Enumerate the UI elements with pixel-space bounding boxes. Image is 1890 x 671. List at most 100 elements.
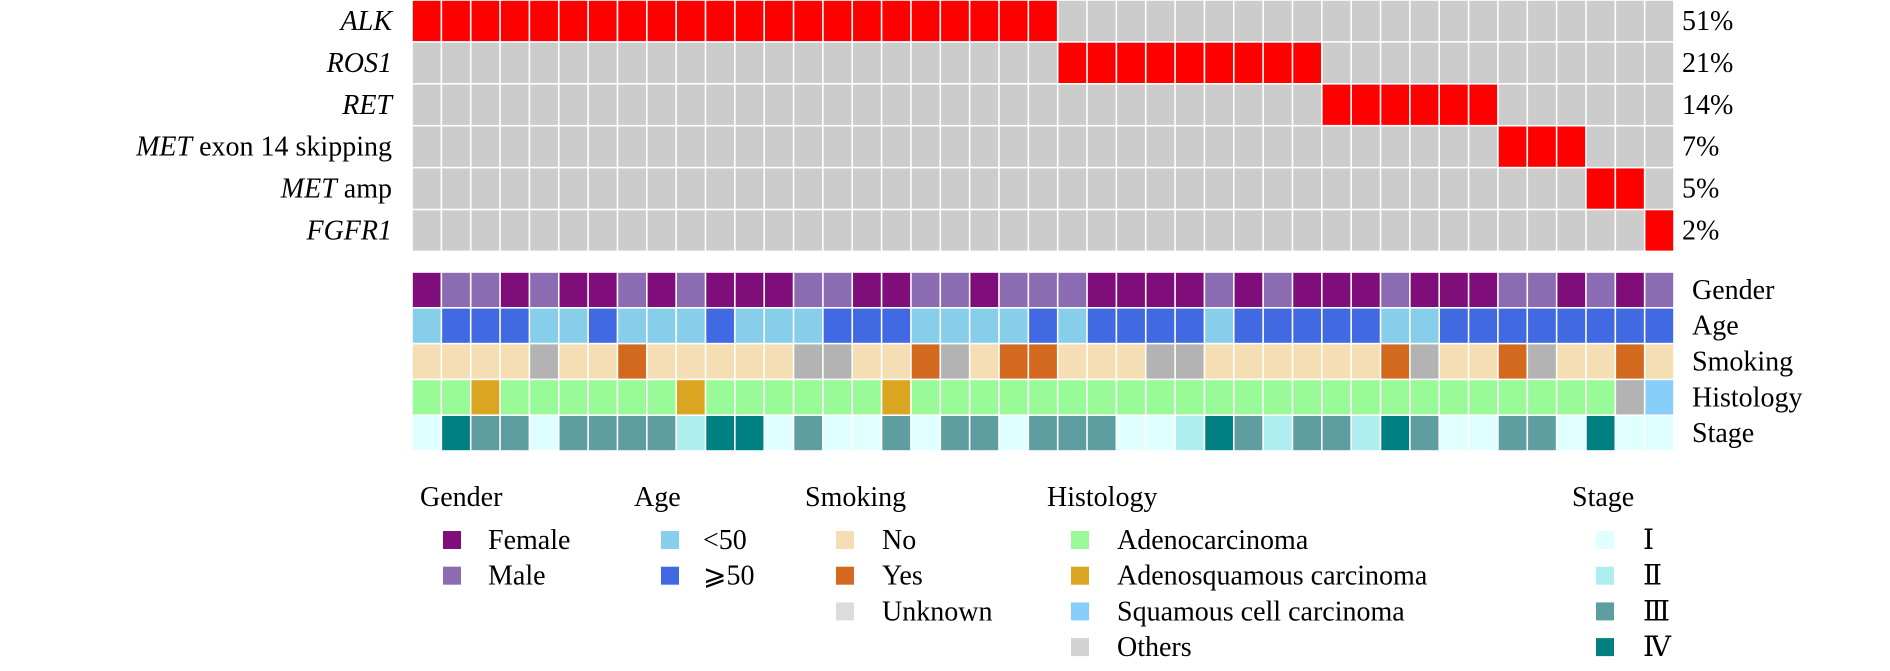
gene-label-met-amp: MET amp [280, 174, 392, 205]
percent-label-met-exon-14-skipping: 7% [1682, 132, 1719, 163]
oncoprint-cell-met-amp-39 [1528, 168, 1556, 209]
oncoprint-cell-met-exon-14-skipping-31 [1293, 126, 1322, 167]
annotation-cell-age-18 [911, 308, 940, 343]
legend-title-smoking: Smoking [805, 482, 906, 513]
oncoprint-cell-ros1-20 [970, 42, 999, 83]
oncoprint-cell-ros1-40 [1557, 42, 1586, 83]
annotation-cell-histology-27 [1175, 380, 1204, 415]
annotation-cell-smoking-29 [1234, 344, 1263, 379]
oncoprint-cell-met-amp-7 [588, 168, 617, 209]
oncoprint-cell-ros1-3 [471, 42, 500, 83]
oncoprint-cell-fgfr1-41 [1586, 210, 1615, 251]
oncoprint-cell-met-amp-3 [471, 168, 500, 209]
oncoprint-cell-ret-16 [853, 84, 881, 125]
annotation-cell-stage-4 [500, 416, 529, 451]
oncoprint-cell-ret-23 [1058, 84, 1087, 125]
annotation-cell-stage-41 [1586, 416, 1615, 451]
annotation-cell-age-7 [588, 308, 617, 343]
oncoprint-cell-alk-35 [1410, 0, 1439, 42]
annotation-cell-smoking-23 [1058, 344, 1087, 379]
annotation-cell-stage-3 [471, 416, 500, 451]
gene-name: ROS1 [326, 48, 392, 79]
annotation-cell-smoking-9 [647, 344, 676, 379]
oncoprint-cell-alk-17 [882, 0, 911, 42]
annotation-cell-smoking-6 [559, 344, 588, 379]
annotation-cell-stage-30 [1263, 416, 1292, 451]
oncoprint-cell-ret-3 [471, 84, 500, 125]
oncoprint-cell-met-amp-8 [618, 168, 646, 209]
oncoprint-cell-ret-41 [1586, 84, 1615, 125]
oncoprint-cell-ret-38 [1498, 84, 1527, 125]
oncoprint-cell-fgfr1-9 [647, 210, 676, 251]
annotation-cell-smoking-14 [794, 344, 823, 379]
oncoprint-cell-ret-9 [647, 84, 676, 125]
oncoprint-cell-ros1-25 [1117, 42, 1145, 83]
annotation-cell-age-31 [1293, 308, 1322, 343]
legend-label-smoking-2: Yes [882, 561, 923, 592]
annotation-cell-smoking-11 [706, 344, 735, 379]
oncoprint-cell-met-exon-14-skipping-1 [412, 126, 441, 167]
annotation-cell-stage-38 [1498, 416, 1527, 451]
oncoprint-cell-ros1-39 [1528, 42, 1556, 83]
oncoprint-cell-fgfr1-39 [1528, 210, 1556, 251]
annotation-cell-smoking-21 [999, 344, 1028, 379]
annotation-cell-histology-25 [1117, 380, 1145, 415]
annotation-cell-stage-24 [1087, 416, 1116, 451]
annotation-cell-smoking-19 [941, 344, 969, 379]
oncoprint-cell-fgfr1-36 [1440, 210, 1468, 251]
oncoprint-cell-met-amp-41 [1586, 168, 1615, 209]
oncoprint-cell-ret-36 [1440, 84, 1468, 125]
annotation-cell-gender-34 [1381, 272, 1410, 307]
oncoprint-cell-met-exon-14-skipping-20 [970, 126, 999, 167]
percent-label-met-amp: 5% [1682, 174, 1719, 205]
oncoprint-cell-alk-27 [1175, 0, 1204, 42]
oncoprint-cell-ros1-4 [500, 42, 529, 83]
oncoprint-cell-met-exon-14-skipping-5 [530, 126, 558, 167]
oncoprint-cell-met-exon-14-skipping-19 [941, 126, 969, 167]
annotation-cell-smoking-42 [1616, 344, 1644, 379]
oncoprint-cell-alk-29 [1234, 0, 1263, 42]
oncoprint-cell-alk-12 [735, 0, 764, 42]
annotation-cell-gender-19 [941, 272, 969, 307]
oncoprint-cell-fgfr1-35 [1410, 210, 1439, 251]
annotation-cell-histology-34 [1381, 380, 1410, 415]
oncoprint-cell-ret-42 [1616, 84, 1644, 125]
oncoprint-cell-alk-15 [823, 0, 852, 42]
oncoprint-cell-alk-33 [1351, 0, 1380, 42]
oncoprint-cell-fgfr1-10 [676, 210, 705, 251]
legend-swatch-histology-1 [1071, 531, 1089, 549]
oncoprint-cell-ret-24 [1087, 84, 1116, 125]
oncoprint-cell-alk-19 [941, 0, 969, 42]
oncoprint-cell-met-amp-13 [764, 168, 793, 209]
legend-label-histology-4: Others [1117, 632, 1192, 663]
annotation-cell-gender-2 [442, 272, 470, 307]
oncoprint-cell-met-exon-14-skipping-8 [618, 126, 646, 167]
oncoprint-cell-ros1-38 [1498, 42, 1527, 83]
oncoprint-cell-met-exon-14-skipping-17 [882, 126, 911, 167]
oncoprint-cell-met-amp-18 [911, 168, 940, 209]
oncoprint-cell-fgfr1-17 [882, 210, 911, 251]
annotation-cell-histology-16 [853, 380, 881, 415]
oncoprint-cell-alk-26 [1146, 0, 1175, 42]
oncoprint-cell-met-amp-32 [1322, 168, 1351, 209]
oncoprint-cell-ros1-17 [882, 42, 911, 83]
gene-label-met-exon-14-skipping: MET exon 14 skipping [135, 132, 392, 163]
oncoprint-cell-met-exon-14-skipping-11 [706, 126, 735, 167]
oncoprint-cell-ros1-13 [764, 42, 793, 83]
oncoprint-cell-ret-43 [1645, 84, 1674, 125]
annotation-cell-stage-8 [618, 416, 646, 451]
oncoprint-cell-met-amp-22 [1029, 168, 1057, 209]
annotation-cell-stage-7 [588, 416, 617, 451]
annotation-cell-stage-42 [1616, 416, 1644, 451]
annotation-cell-histology-12 [735, 380, 764, 415]
legend-label-histology-3: Squamous cell carcinoma [1117, 596, 1405, 627]
annotation-cell-histology-9 [647, 380, 676, 415]
gene-label-alk: ALK [339, 6, 394, 37]
oncoprint-cell-alk-43 [1645, 0, 1674, 42]
annotation-cell-age-24 [1087, 308, 1116, 343]
oncoprint-cell-met-exon-14-skipping-23 [1058, 126, 1087, 167]
legend-swatch-histology-3 [1071, 602, 1089, 621]
annotation-tracks [412, 272, 1674, 451]
oncoprint-cell-met-amp-27 [1175, 168, 1204, 209]
